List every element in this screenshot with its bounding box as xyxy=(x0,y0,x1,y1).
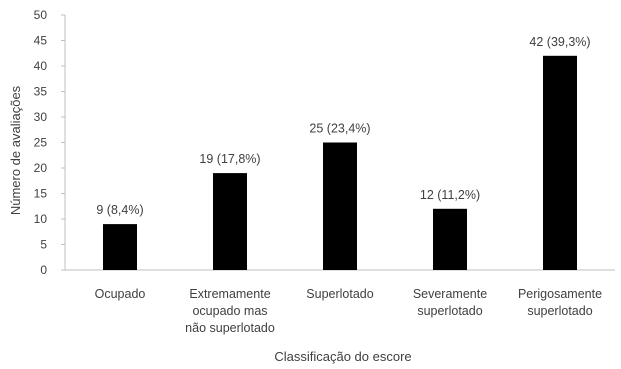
category-label: Severamente superlotado xyxy=(413,287,487,318)
bar xyxy=(103,224,137,270)
y-tick-label: 45 xyxy=(34,34,48,48)
y-tick-label: 5 xyxy=(40,238,47,252)
y-tick-label: 50 xyxy=(34,8,48,22)
data-labels: 9 (8,4%) 19 (17,8%) 25 (23,4%) 12 (11,2%) 42… xyxy=(96,35,590,217)
bars xyxy=(103,55,577,270)
y-tick-label: 30 xyxy=(34,110,48,124)
data-label: 25 (23,4%) xyxy=(309,122,370,136)
y-tick-label: 25 xyxy=(34,136,48,150)
category-label: Superlotado xyxy=(306,287,373,301)
bar xyxy=(543,55,577,270)
y-tick-label: 15 xyxy=(34,187,48,201)
data-label: 9 (8,4%) xyxy=(96,203,143,217)
y-tick-label: 0 xyxy=(40,263,47,277)
y-axis-title: Número de avaliações xyxy=(8,85,23,215)
category-label: Extremamente ocupado mas não superlotado xyxy=(185,287,275,335)
data-label: 19 (17,8%) xyxy=(199,152,260,166)
y-tick-label: 10 xyxy=(34,212,48,226)
category-label: Perigosamente superlotado xyxy=(518,287,602,318)
x-axis-title: Classificação do escore xyxy=(274,349,411,364)
data-label: 42 (39,3%) xyxy=(529,35,590,49)
y-tick-label: 35 xyxy=(34,85,48,99)
category-labels: Ocupado Extremamente ocupado mas não superl… xyxy=(95,287,602,335)
category-label: Ocupado xyxy=(95,287,146,301)
y-axis: 0 5 10 15 20 25 30 35 40 45 50 xyxy=(34,8,66,277)
data-label: 12 (11,2%) xyxy=(420,188,480,202)
bar xyxy=(433,208,467,270)
y-tick-label: 40 xyxy=(34,59,48,73)
bar xyxy=(213,173,247,270)
y-tick-label: 20 xyxy=(34,161,48,175)
bar xyxy=(323,142,357,270)
